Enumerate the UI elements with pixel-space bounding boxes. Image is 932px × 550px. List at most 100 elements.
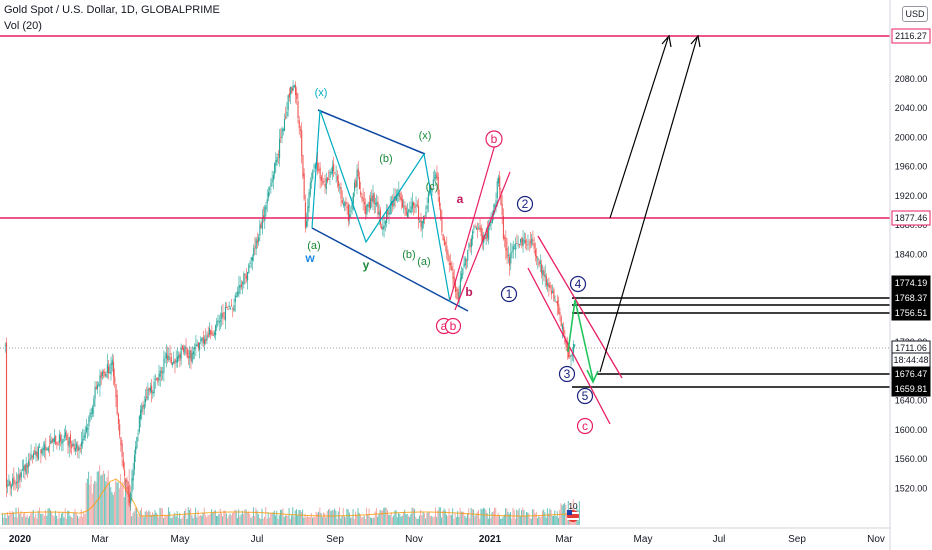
volume-bar — [41, 513, 43, 525]
volume-bar — [359, 514, 361, 525]
volume-bar — [37, 510, 39, 525]
volume-bar — [465, 517, 467, 525]
candle-body — [68, 437, 70, 448]
candle-body — [410, 206, 412, 213]
candle-body — [228, 305, 230, 307]
volume-bar — [554, 510, 556, 525]
candle-body — [449, 262, 452, 266]
candle-body — [247, 272, 249, 281]
candle-body — [306, 221, 308, 227]
wave-label-text: a — [441, 319, 448, 333]
volume-bar — [471, 509, 473, 525]
volume-bar — [218, 513, 220, 525]
y-tick-label: 1960.00 — [895, 162, 928, 172]
volume-bar — [4, 513, 6, 525]
candle-body — [563, 327, 565, 335]
volume-bar — [437, 510, 439, 525]
candle-body — [506, 248, 508, 258]
channel-lower-line — [311, 227, 469, 312]
volume-bar — [220, 513, 222, 525]
volume-bar — [427, 512, 429, 525]
candle-body — [382, 226, 384, 230]
candle-body — [526, 244, 528, 246]
candle-body — [203, 339, 206, 345]
candle-body — [437, 176, 439, 195]
volume-bar — [297, 515, 299, 525]
volume-bar — [117, 481, 119, 525]
volume-bar — [565, 504, 567, 525]
volume-bar — [101, 474, 103, 525]
candle-body — [495, 200, 497, 207]
volume-bar — [86, 478, 88, 525]
candle-body — [245, 275, 247, 279]
candle-body — [301, 130, 303, 156]
volume-bar — [165, 516, 167, 525]
volume-bar — [198, 516, 200, 525]
volume-bar — [13, 512, 15, 525]
wave-label-a-2: (a) — [307, 240, 320, 252]
candle-body — [58, 434, 60, 443]
volume-bar — [115, 480, 117, 525]
price-axis-panel — [890, 0, 932, 550]
volume-bar — [496, 516, 498, 525]
candle-body — [287, 95, 289, 110]
volume-bar — [116, 482, 118, 525]
volume-bar — [423, 513, 425, 525]
candle-body — [140, 409, 142, 419]
volume-bar — [555, 516, 557, 525]
volume-bar — [147, 511, 149, 525]
candle-body — [221, 313, 223, 319]
volume-bar — [501, 518, 503, 525]
candle-body — [344, 202, 346, 207]
volume-bar — [184, 510, 186, 525]
volume-bar — [127, 493, 129, 525]
price-tag-box — [891, 28, 931, 44]
x-tick-label: May — [634, 534, 653, 545]
candle-body — [399, 193, 401, 200]
volume-bar — [195, 507, 197, 525]
volume-bar — [275, 515, 277, 525]
candle-body — [461, 273, 463, 280]
volume-bar — [22, 513, 24, 525]
candle-body — [88, 417, 90, 427]
volume-bar — [159, 507, 161, 525]
volume-bar — [234, 509, 236, 525]
candle-body — [160, 371, 163, 373]
candle-body — [244, 273, 246, 275]
volume-bar — [386, 509, 388, 525]
candle-body — [376, 202, 378, 206]
candle-body — [82, 438, 84, 444]
volume-bar — [250, 517, 252, 525]
volume-bar — [303, 517, 305, 525]
candle-body — [486, 230, 488, 238]
wave-label-text: (c) — [426, 181, 439, 193]
candle-body — [358, 177, 361, 190]
volume-bar — [361, 517, 363, 525]
candle-body — [85, 427, 88, 433]
volume-indicator-label[interactable]: Vol (20) — [4, 20, 42, 32]
price-tag-2116-27: 2116.27 — [891, 28, 931, 44]
candle-body — [135, 446, 137, 455]
wave-label-b-8: (b) — [402, 249, 415, 261]
volume-bar — [17, 507, 19, 525]
volume-bar — [348, 512, 350, 525]
candle-body — [188, 356, 190, 358]
volume-bar — [125, 479, 126, 525]
volume-bar — [91, 493, 93, 525]
candle-body — [9, 481, 11, 487]
volume-bar — [406, 513, 408, 525]
volume-bar — [136, 507, 138, 525]
currency-button[interactable]: USD — [902, 6, 928, 22]
volume-bar — [561, 505, 563, 525]
volume-bar — [524, 516, 526, 525]
wave-label-a-10: a — [457, 192, 464, 206]
volume-bar — [363, 515, 365, 525]
volume-bar — [537, 518, 539, 525]
candle-body — [170, 357, 172, 364]
volume-bar — [507, 511, 509, 525]
candle-body — [522, 238, 524, 246]
price-tag-1774-19: 1774.19 — [891, 275, 931, 291]
volume-bar — [426, 513, 428, 525]
y-tick-label: 2080.00 — [895, 74, 928, 84]
